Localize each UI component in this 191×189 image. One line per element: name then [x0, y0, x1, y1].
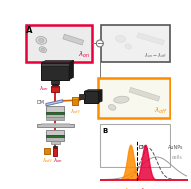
Text: $\lambda_{off}$: $\lambda_{off}$ [41, 156, 53, 165]
Text: $\lambda_{off}$: $\lambda_{off}$ [154, 106, 168, 116]
Polygon shape [63, 34, 84, 45]
Bar [41, 63, 69, 80]
Bar [51, 86, 59, 92]
Bar [37, 124, 74, 127]
Bar [72, 97, 78, 99]
Ellipse shape [36, 36, 47, 44]
Ellipse shape [39, 47, 46, 53]
Bar [44, 148, 50, 154]
Text: cells: cells [171, 155, 182, 160]
Bar [98, 78, 170, 118]
Bar [51, 86, 59, 87]
Text: $\lambda_{on}$: $\lambda_{on}$ [53, 156, 63, 165]
Text: $\lambda_{on}$: $\lambda_{on}$ [39, 84, 49, 93]
Bar [52, 84, 58, 86]
Text: −: − [96, 40, 103, 49]
Bar [72, 97, 78, 105]
Ellipse shape [114, 96, 129, 103]
Polygon shape [137, 33, 164, 45]
Polygon shape [69, 60, 74, 80]
Bar [46, 135, 64, 141]
Ellipse shape [108, 105, 116, 110]
Bar [46, 112, 64, 114]
Bar [84, 91, 98, 103]
Text: B: B [102, 128, 107, 134]
Bar [101, 25, 170, 62]
Polygon shape [129, 87, 160, 101]
Polygon shape [46, 100, 63, 106]
Text: A: A [26, 26, 32, 35]
Text: $\lambda_{off}$: $\lambda_{off}$ [124, 186, 137, 189]
Bar [53, 148, 57, 156]
Bar [26, 25, 92, 62]
Polygon shape [98, 90, 102, 103]
Ellipse shape [116, 35, 125, 42]
Bar [46, 117, 64, 120]
Text: DM: DM [138, 145, 146, 150]
Text: DM: DM [36, 100, 44, 105]
Polygon shape [41, 60, 74, 63]
Bar [46, 135, 64, 137]
Bar [46, 106, 64, 112]
Bar [53, 146, 57, 148]
Bar [46, 130, 64, 135]
Text: AuNPs: AuNPs [168, 145, 183, 150]
Ellipse shape [125, 44, 132, 49]
Ellipse shape [41, 48, 45, 51]
Bar [41, 63, 69, 66]
Text: $\lambda_{off}$: $\lambda_{off}$ [70, 107, 81, 115]
Bar [79, 94, 85, 99]
Bar [51, 80, 59, 84]
Bar [41, 123, 69, 124]
Text: $\lambda_{on} - \lambda_{off}$: $\lambda_{on} - \lambda_{off}$ [144, 51, 168, 60]
Bar [100, 124, 170, 167]
Polygon shape [84, 90, 102, 91]
Circle shape [96, 40, 103, 47]
Bar [51, 141, 60, 144]
Text: $\lambda_{on}$: $\lambda_{on}$ [140, 186, 151, 189]
Bar [46, 112, 64, 117]
Text: $\lambda_{on}$: $\lambda_{on}$ [78, 50, 90, 60]
Ellipse shape [39, 38, 44, 42]
